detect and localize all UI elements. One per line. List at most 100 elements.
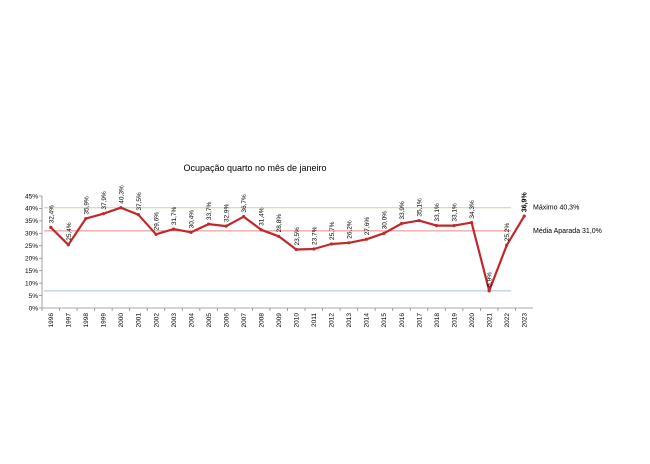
data-label: 23,5% [294,227,301,246]
x-tick-label: 2014 [364,313,371,328]
data-label: 25,7% [329,221,336,240]
data-label: 40,3% [118,185,125,204]
data-point [259,228,263,232]
x-tick-label: 1999 [101,313,108,328]
data-label: 33,1% [434,203,441,222]
y-tick-label: 20% [25,256,38,263]
data-label: 33,7% [206,201,213,220]
data-point [294,247,298,252]
y-tick-label: 30% [25,231,38,238]
x-tick-label: 2005 [206,313,213,328]
data-labels: 32,4% 25,4% 35,9% 37,9% 40,3% 37,5% 29,6% 31,7%… [48,185,528,287]
y-tick-label: 5% [29,293,39,300]
data-label: 32,4% [48,205,55,224]
x-tick-label: 2009 [276,313,283,328]
axes: 0% 5% 10% 15% 20% 25% 30% 35% 40% 45% 1996 1997 1998… [25,193,533,327]
x-tick-label: 2011 [311,313,318,327]
x-tick-label: 2003 [171,313,178,328]
y-tick-label: 35% [25,218,38,225]
data-point [206,222,211,226]
data-label: 25,4% [66,222,73,241]
x-tick-label: 2004 [188,313,195,328]
data-point [487,289,491,293]
x-tick-label: 2007 [241,313,248,328]
data-label: 37,5% [136,192,143,211]
y-tick-label: 25% [25,243,38,250]
series [49,206,526,293]
data-point [329,242,333,246]
data-point [277,234,281,238]
x-tick-label: 2012 [329,313,336,328]
y-tick-label: 40% [25,206,38,213]
data-label: 30,4% [189,210,196,229]
reference-line-label: Máximo 40,3% [533,205,579,212]
data-point [382,231,386,235]
data-point [470,221,474,225]
data-label: 33,9% [399,201,406,220]
data-point [189,230,193,234]
x-tick-label: 2010 [294,313,301,328]
data-label: 28,8% [276,214,283,233]
x-tick-label: 1998 [83,313,90,328]
data-point [154,232,158,236]
data-point [522,214,526,218]
x-tick-label: 2023 [522,313,529,328]
data-label: 6,9% [487,272,494,287]
x-tick-label: 2006 [223,313,230,328]
data-point [347,241,351,245]
data-point [49,225,53,229]
data-point [452,224,456,228]
data-point [119,206,123,210]
data-point [312,247,316,251]
data-label: 27,6% [364,217,371,236]
data-label: 31,4% [259,207,266,226]
data-label: 29,6% [153,212,160,231]
chart-title: Ocupação quarto no mês de janeiro [183,163,326,173]
reference-line-label: Média Aparada 31,0% [533,228,602,235]
x-tick-label: 2018 [434,313,441,328]
data-label: 23,7% [311,226,318,245]
data-point [505,243,509,247]
x-tick-label: 2021 [486,313,493,328]
y-tick-label: 45% [25,193,38,200]
x-tick-label: 2013 [346,313,353,328]
x-tick-label: 2016 [399,313,406,328]
data-point [224,224,228,228]
data-label: 36,7% [241,194,248,213]
data-label: 35,9% [83,196,90,215]
data-label: 30,0% [381,211,388,230]
data-label: 32,9% [224,203,231,222]
y-tick-label: 10% [25,280,38,287]
data-point [242,215,246,219]
reference-lines: Máximo 40,3% Média Aparada 31,0% [44,205,602,292]
x-tick-label: 2017 [416,313,423,328]
data-label: 26,2% [346,220,353,239]
data-point [417,219,421,223]
data-point [171,227,176,231]
data-point [434,224,439,228]
x-tick-label: 2000 [118,313,125,328]
data-point [101,212,105,216]
data-label: 34,3% [469,200,476,219]
x-tick-label: 2008 [258,313,265,328]
data-point [399,222,404,226]
x-tick-label: 2015 [381,313,388,328]
data-label: 37,9% [101,191,108,210]
y-tick-label: 0% [29,305,39,312]
data-label: 35,1% [417,198,424,217]
data-label: 33,1% [452,203,459,222]
x-tick-label: 1996 [48,313,55,328]
series-line [50,206,526,292]
x-tick-label: 1997 [66,313,73,328]
data-label: 31,7% [171,206,178,225]
y-tick-label: 15% [25,268,38,275]
data-label: 36,9% [522,192,529,213]
data-point [84,217,88,221]
data-point [136,213,141,217]
x-tick-label: 2001 [136,313,143,328]
data-label: 25,2% [504,223,511,242]
x-tick-label: 2019 [451,313,458,328]
x-tick-label: 2020 [469,313,476,328]
x-tick-label: 2002 [153,313,160,328]
